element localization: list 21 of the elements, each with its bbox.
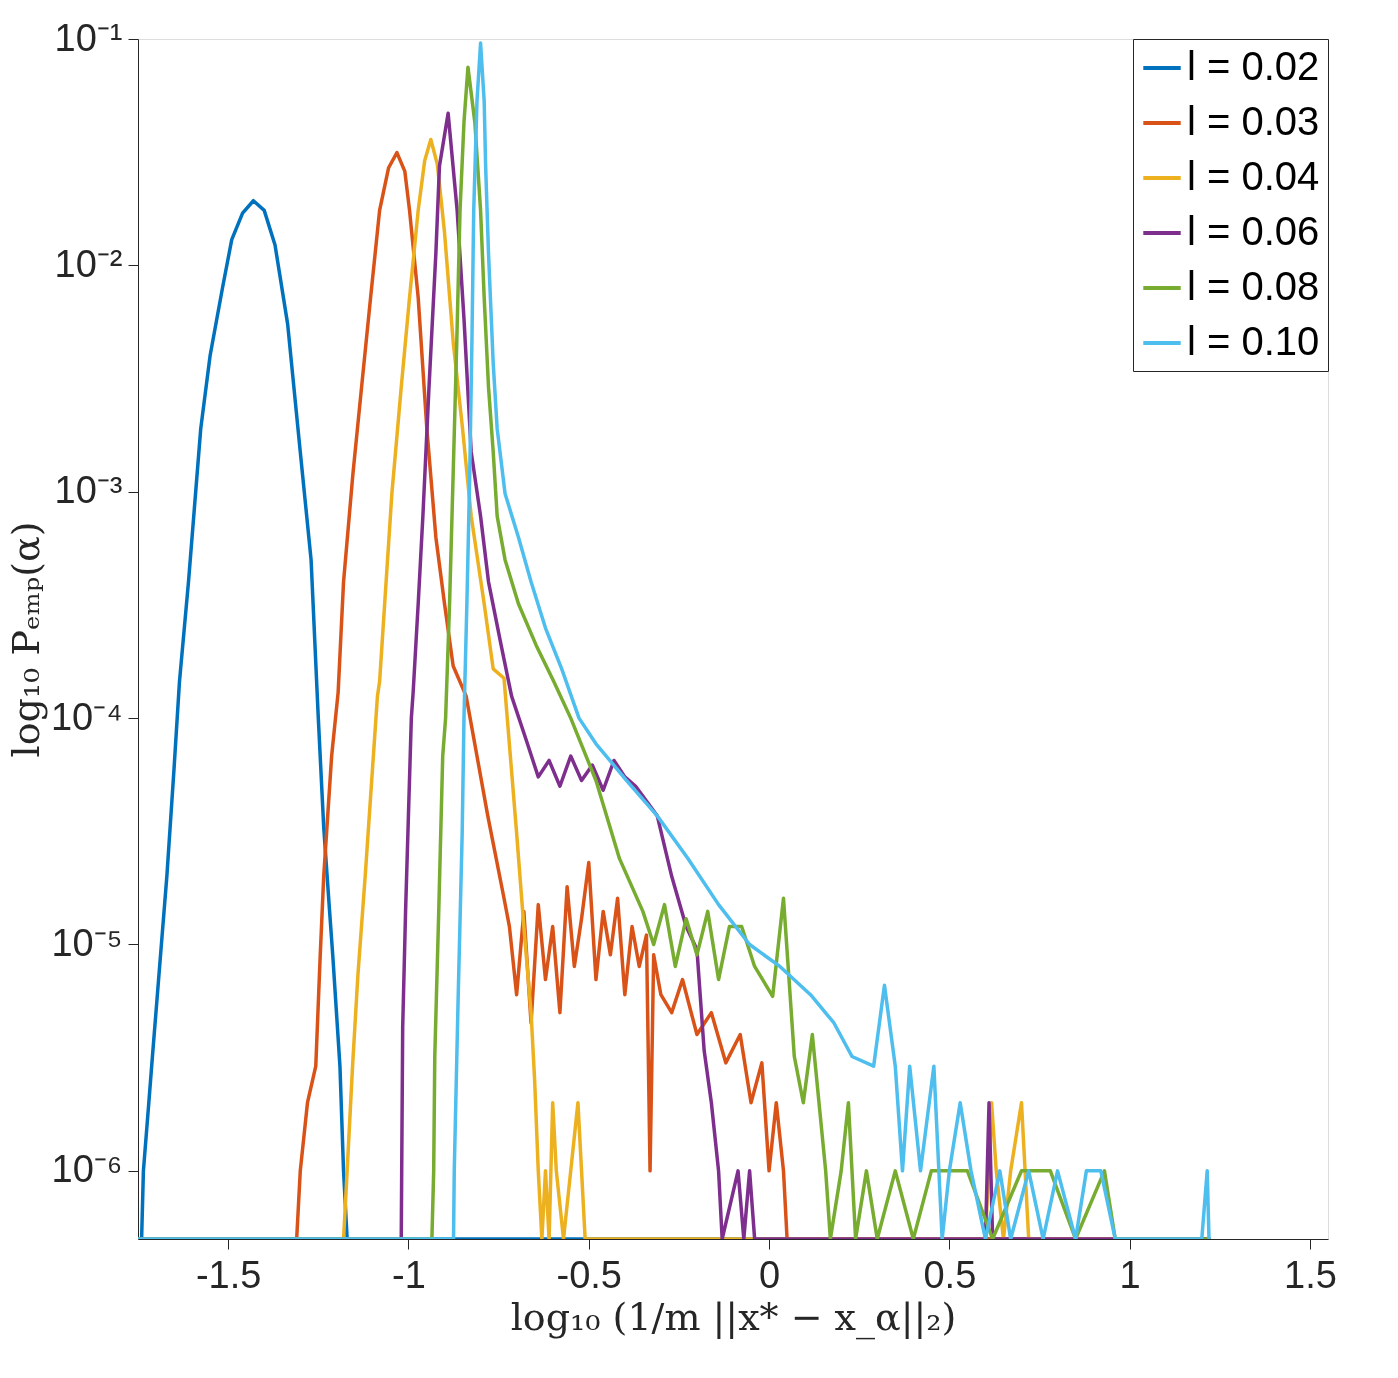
x-tick-label: 0: [758, 1253, 781, 1296]
y-tick-label: 10⁻¹: [54, 16, 123, 59]
y-tick-label: 10⁻⁶: [51, 1148, 123, 1191]
legend-label: l = 0.10: [1187, 319, 1320, 363]
x-tick-label: -1.5: [195, 1253, 262, 1296]
y-tick-label: 10⁻⁴: [50, 695, 123, 738]
legend-label: l = 0.04: [1187, 154, 1320, 198]
x-tick-label: 1.5: [1284, 1253, 1337, 1296]
x-tick-label: -1: [392, 1253, 426, 1296]
x-tick-label: 0.5: [923, 1253, 977, 1296]
legend-label: l = 0.06: [1187, 209, 1320, 253]
x-axis-title: log₁₀ (1/m ||x* − x_α||₂): [510, 1294, 957, 1340]
y-tick-label: 10⁻²: [54, 242, 123, 285]
legend-label: l = 0.03: [1187, 99, 1320, 143]
x-tick-label: 1: [1119, 1253, 1141, 1296]
y-axis-title: log₁₀ Pₑₘₚ(α): [3, 521, 48, 758]
y-tick-label: 10⁻³: [54, 469, 123, 512]
legend-label: l = 0.08: [1187, 264, 1320, 308]
y-tick-label: 10⁻⁵: [51, 921, 123, 964]
x-tick-label: -0.5: [556, 1253, 622, 1296]
legend-label: l = 0.02: [1187, 44, 1320, 88]
